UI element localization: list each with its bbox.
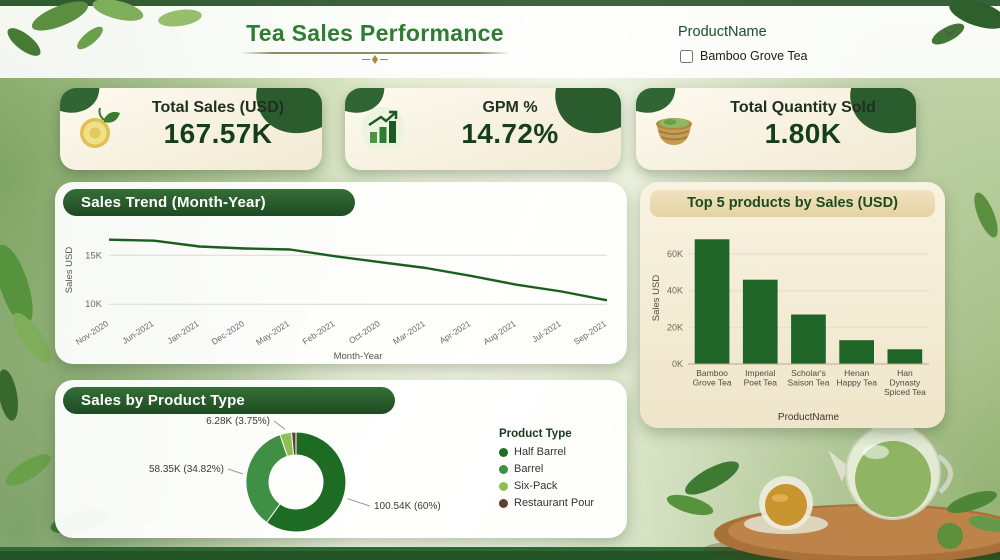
x-tick-label: Nov-2020 [74, 318, 111, 347]
x-tick-label: Oct-2020 [347, 318, 382, 346]
report-title-block: Tea Sales Performance [232, 20, 518, 64]
x-tick-label: Bamboo [696, 368, 728, 378]
product-type-legend: Product Type Half Barrel Barrel Six-Pack Re… [499, 428, 615, 514]
x-tick-label: Han [897, 368, 913, 378]
legend-label: Barrel [514, 463, 544, 475]
bamboo-grove-tea-checkbox[interactable] [680, 49, 693, 63]
x-tick-label: Mar-2021 [391, 318, 427, 346]
legend-dot [499, 481, 508, 491]
growth-chart-icon [359, 105, 407, 153]
x-axis-title: Month-Year [334, 351, 383, 362]
y-tick-label: 0K [672, 359, 683, 369]
y-tick-label: 40K [667, 286, 683, 296]
legend-title: Product Type [499, 428, 572, 440]
x-tick-label: Saison Tea [788, 378, 830, 388]
kpi-value: 1.80K [764, 118, 842, 149]
donut-slice[interactable] [245, 433, 289, 524]
donut-label: 58.35K (34.82%) [149, 464, 224, 475]
sales-trend-card: Sales Trend (Month-Year) 10K 15K Nov-2020 J… [55, 182, 627, 364]
legend-items: Half Barrel Barrel Six-Pack Restaurant Pour [499, 446, 615, 509]
y-axis-title: Sales USD [651, 275, 662, 322]
x-tick-label: Sep-2021 [572, 318, 609, 347]
bar[interactable] [694, 239, 730, 364]
x-tick-label: Spiced Tea [884, 387, 926, 397]
bar[interactable] [791, 314, 826, 365]
x-tick-label: May-2021 [254, 318, 291, 347]
x-tick-label: Imperial [745, 368, 775, 378]
chevron-down-icon[interactable] [943, 28, 956, 37]
top5-products-card: Top 5 products by Sales (USD) 0K 20K 40K 60… [640, 182, 945, 428]
x-tick-label: Scholar's [791, 368, 826, 378]
kpi-value: 167.57K [163, 118, 273, 149]
top5-title: Top 5 products by Sales (USD) [650, 190, 935, 217]
page-title: Tea Sales Performance [246, 20, 504, 46]
legend-item[interactable]: Barrel [499, 463, 615, 475]
legend-dot [499, 498, 508, 508]
title-ornament-icon [362, 55, 388, 64]
y-tick-label: 20K [667, 322, 683, 332]
y-axis-title: Sales USD [64, 247, 75, 294]
kpi-value: 14.72% [461, 118, 559, 149]
legend-item[interactable]: Half Barrel [499, 446, 615, 458]
x-tick-label: Poet Tea [744, 378, 778, 388]
x-tick-label: Grove Tea [693, 378, 732, 388]
legend-label: Half Barrel [514, 446, 566, 458]
x-tick-label: Feb-2021 [301, 318, 337, 346]
x-tick-label: Happy Tea [836, 378, 877, 388]
slicer-header[interactable]: ProductName [678, 24, 956, 40]
slicer-option-row[interactable]: Bamboo Grove Tea [678, 49, 956, 63]
x-tick-label: Dynasty [890, 378, 921, 388]
donut-title: Sales by Product Type [63, 387, 395, 414]
kpi-label: Total Sales (USD) [151, 99, 285, 116]
bar[interactable] [839, 340, 874, 364]
donut-slice[interactable] [265, 431, 347, 533]
gpm-kpi-card: GPM % 14.72% [345, 88, 621, 170]
product-type-donut-chart[interactable]: 100.54K (60%) 58.35K (34.82%) 6.28K (3.75%… [61, 410, 511, 536]
total-sales-kpi-card: Total Sales (USD) 167.57K [60, 88, 322, 170]
x-axis-title: ProductName [778, 412, 840, 423]
donut-slice[interactable] [290, 431, 297, 456]
trend-line[interactable] [108, 238, 608, 302]
x-tick-label: Jan-2021 [165, 318, 200, 346]
tea-basket-icon [650, 105, 698, 153]
legend-label: Six-Pack [514, 480, 558, 492]
bar[interactable] [742, 279, 778, 364]
x-tick-label: Jun-2021 [120, 318, 155, 346]
tea-fruit-icon [74, 105, 122, 153]
sales-trend-title: Sales Trend (Month-Year) [63, 189, 355, 216]
title-divider [240, 52, 510, 54]
legend-label: Restaurant Pour [514, 497, 595, 509]
legend-item[interactable]: Six-Pack [499, 480, 615, 492]
total-quantity-kpi-card: Total Quantity Sold 1.80K [636, 88, 916, 170]
productname-slicer: ProductName Bamboo Grove Tea [678, 24, 956, 63]
x-tick-label: Apr-2021 [438, 318, 473, 346]
y-tick-label: 60K [667, 249, 683, 259]
slicer-option-label: Bamboo Grove Tea [700, 49, 808, 63]
slicer-title: ProductName [678, 24, 767, 40]
y-tick-label: 10K [85, 299, 103, 310]
x-tick-label: Dec-2020 [210, 318, 247, 347]
sales-by-product-type-card: Sales by Product Type 100.54K (60%) 58.35… [55, 380, 627, 538]
y-tick-label: 15K [85, 250, 103, 261]
donut-label: 6.28K (3.75%) [206, 416, 270, 427]
x-tick-label: Henan [844, 368, 869, 378]
kpi-label: GPM % [482, 99, 538, 116]
legend-item[interactable]: Restaurant Pour [499, 497, 615, 509]
bottom-strip [0, 547, 1000, 560]
donut-label: 100.54K (60%) [374, 501, 441, 512]
tea-cup-decoration [666, 415, 1000, 560]
legend-dot [499, 464, 508, 474]
x-tick-label: Jul-2021 [530, 318, 563, 344]
kpi-label: Total Quantity Sold [730, 99, 876, 116]
bar[interactable] [887, 349, 923, 364]
legend-dot [499, 447, 508, 457]
x-tick-label: Aug-2021 [481, 318, 518, 347]
